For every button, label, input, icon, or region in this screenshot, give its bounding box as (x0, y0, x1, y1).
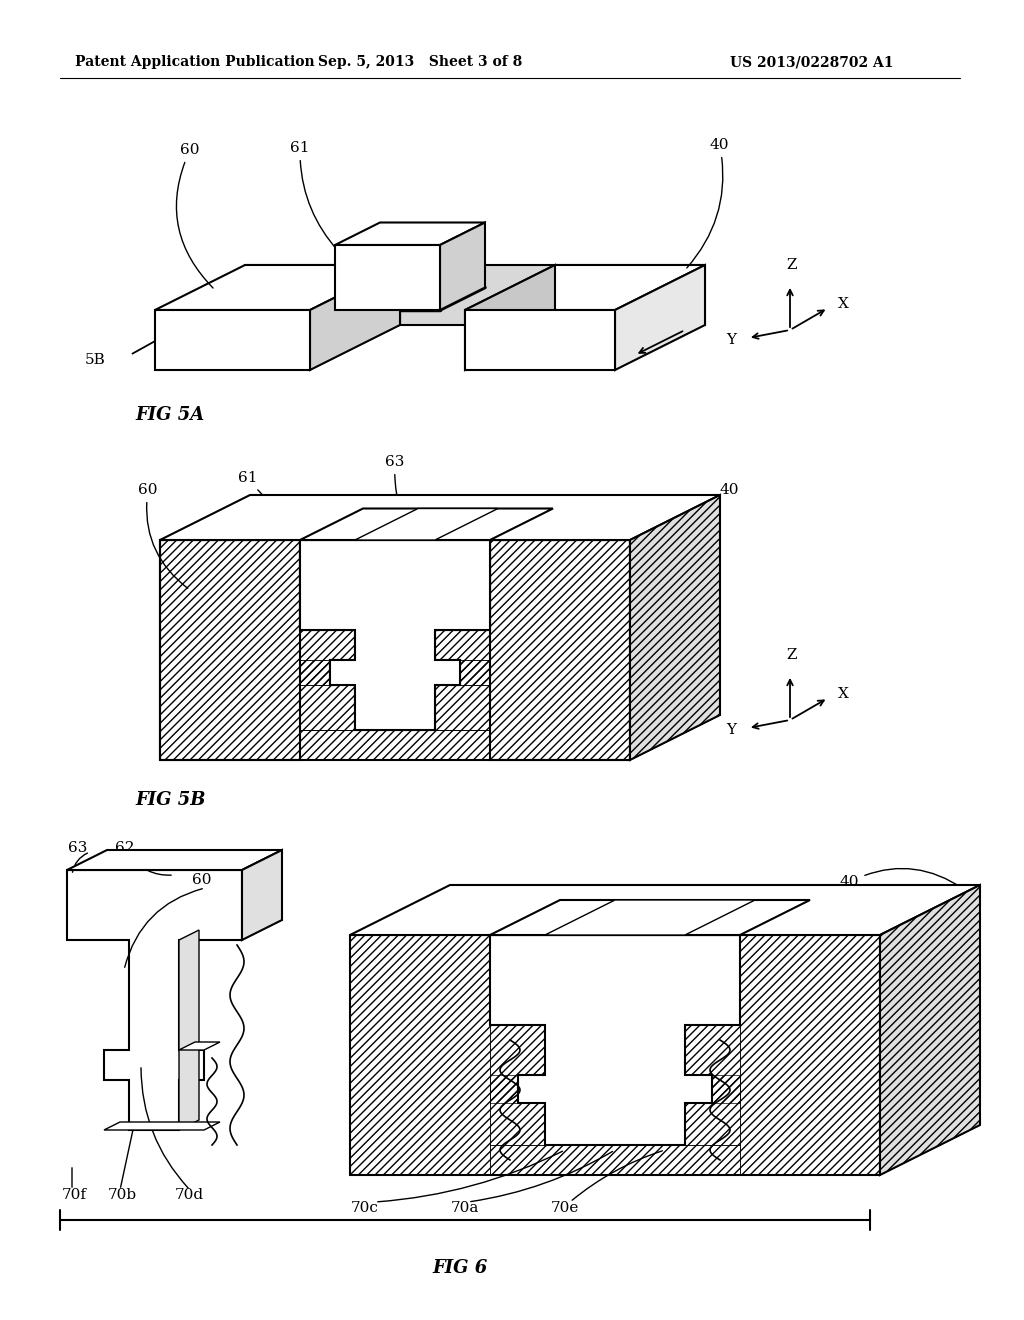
Polygon shape (545, 900, 755, 935)
Polygon shape (104, 1122, 220, 1130)
Text: 61: 61 (239, 471, 357, 545)
Text: 63: 63 (385, 455, 414, 543)
Polygon shape (300, 540, 490, 630)
Polygon shape (300, 508, 553, 540)
Polygon shape (465, 265, 705, 310)
Polygon shape (67, 850, 282, 870)
Polygon shape (155, 265, 400, 310)
Polygon shape (335, 246, 440, 310)
Text: Patent Application Publication: Patent Application Publication (75, 55, 314, 69)
Text: 70f: 70f (62, 1188, 87, 1203)
Polygon shape (155, 310, 310, 370)
Text: 62: 62 (115, 841, 134, 855)
Text: 70d: 70d (175, 1188, 204, 1203)
Text: 61: 61 (290, 141, 338, 251)
Text: Z: Z (786, 648, 798, 663)
Polygon shape (490, 900, 810, 935)
Polygon shape (330, 660, 460, 685)
Text: Sep. 5, 2013   Sheet 3 of 8: Sep. 5, 2013 Sheet 3 of 8 (317, 55, 522, 69)
Polygon shape (355, 508, 498, 540)
Polygon shape (465, 310, 615, 370)
Text: Y: Y (726, 333, 736, 347)
Text: X: X (838, 297, 849, 312)
Text: Y: Y (726, 723, 736, 737)
Polygon shape (67, 870, 242, 1130)
Text: 60: 60 (176, 143, 213, 288)
Polygon shape (630, 495, 720, 760)
Text: 40: 40 (687, 139, 729, 268)
Polygon shape (350, 884, 980, 935)
Text: Z: Z (786, 257, 798, 272)
Polygon shape (440, 223, 485, 310)
Text: 63: 63 (68, 841, 87, 855)
Polygon shape (300, 540, 490, 730)
Text: 70a: 70a (451, 1201, 479, 1214)
Text: X: X (838, 686, 849, 701)
Text: 40: 40 (840, 869, 963, 888)
Polygon shape (490, 935, 740, 1144)
Polygon shape (355, 630, 435, 730)
Polygon shape (179, 1041, 220, 1049)
Polygon shape (310, 265, 400, 370)
Text: FIG 6: FIG 6 (432, 1259, 487, 1276)
Text: FIG 5A: FIG 5A (135, 407, 204, 424)
Text: 70e: 70e (551, 1201, 580, 1214)
Text: FIG 5B: FIG 5B (135, 791, 206, 809)
Text: 70c: 70c (351, 1201, 379, 1214)
Polygon shape (242, 850, 282, 940)
Text: 60: 60 (193, 873, 212, 887)
Polygon shape (880, 884, 980, 1175)
Text: 40: 40 (702, 483, 739, 500)
Polygon shape (400, 265, 555, 325)
Polygon shape (615, 265, 705, 370)
Text: 70b: 70b (108, 1188, 137, 1203)
Text: 60: 60 (138, 483, 187, 589)
Polygon shape (335, 223, 485, 246)
Polygon shape (179, 931, 199, 1130)
Text: US 2013/0228702 A1: US 2013/0228702 A1 (730, 55, 894, 69)
Polygon shape (465, 265, 555, 370)
Text: 5B: 5B (84, 352, 105, 367)
Polygon shape (160, 495, 720, 540)
